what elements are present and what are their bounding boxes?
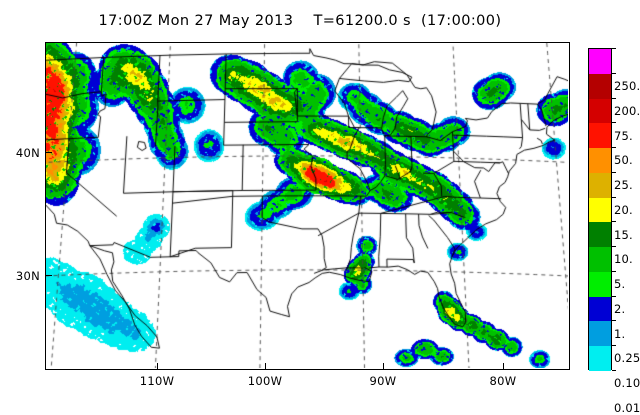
colorbar-tick-label: 0.10 — [614, 376, 640, 391]
colorbar-band — [589, 296, 611, 322]
colorbar-tick-label: 1. — [614, 326, 626, 341]
colorbar-band — [589, 346, 611, 371]
latitude-tick — [45, 152, 52, 154]
colorbar-tick — [612, 370, 616, 371]
colorbar-band — [589, 73, 611, 99]
colorbar-band — [589, 271, 611, 297]
longitude-tick — [383, 363, 385, 370]
longitude-tick — [265, 363, 267, 370]
colorbar-tick-label: 10. — [614, 252, 633, 267]
colorbar-tick-label: 75. — [614, 128, 633, 143]
colorbar-band — [589, 172, 611, 198]
colorbar-tick — [612, 72, 616, 74]
longitude-label: 90W — [369, 374, 397, 388]
longitude-tick — [503, 363, 505, 370]
colorbar-tick-label: 20. — [614, 202, 633, 217]
colorbar-tick — [612, 345, 616, 347]
colorbar-tick-label: 50. — [614, 153, 633, 168]
colorbar-tick — [612, 221, 616, 223]
colorbar — [588, 48, 612, 371]
longitude-tick — [157, 363, 159, 370]
colorbar-tick-label: 15. — [614, 227, 633, 242]
colorbar-band — [589, 123, 611, 149]
precipitation-raster — [46, 43, 568, 368]
colorbar-tick — [612, 171, 616, 173]
latitude-tick — [45, 275, 52, 277]
colorbar-band — [589, 148, 611, 173]
colorbar-tick — [612, 270, 616, 272]
longitude-label: 110W — [139, 374, 175, 388]
figure-title: 17:00Z Mon 27 May 2013 T=61200.0 s (17:0… — [98, 13, 502, 29]
colorbar-band — [589, 321, 611, 347]
colorbar-tick-label: 2. — [614, 301, 626, 316]
colorbar-tick-labels: 250. 200. 75. 50. 25. 20. 15. 10. 5. 2. 1. 0.25 0.10… — [614, 40, 640, 413]
colorbar-band — [589, 222, 611, 248]
colorbar-tick — [612, 97, 616, 99]
colorbar-tick — [612, 295, 616, 297]
colorbar-tick — [612, 246, 616, 248]
map-plot-area — [45, 42, 570, 370]
longitude-label: 100W — [247, 374, 283, 388]
latitude-label: 40N — [15, 146, 40, 160]
colorbar-tick-label: 25. — [614, 178, 633, 193]
colorbar-tick-label: 250. — [614, 79, 640, 93]
colorbar-tick — [612, 147, 616, 149]
colorbar-band — [589, 98, 611, 124]
longitude-label: 80W — [489, 374, 517, 388]
colorbar-tick-label: 200. — [614, 103, 640, 118]
precipitation-map-figure: 17:00Z Mon 27 May 2013 T=61200.0 s (17:0… — [15, 13, 640, 414]
colorbar-tick — [612, 196, 616, 198]
latitude-label: 30N — [15, 269, 40, 283]
colorbar-tick-label: 0.01 — [614, 401, 640, 415]
colorbar-tick-label: 0.25 — [614, 351, 640, 366]
colorbar-band — [589, 197, 611, 223]
colorbar-tick — [612, 48, 616, 49]
colorbar-tick-label: 5. — [614, 277, 626, 292]
colorbar-band — [589, 247, 611, 272]
colorbar-tick — [612, 320, 616, 322]
colorbar-tick — [612, 122, 616, 124]
colorbar-band — [589, 49, 611, 74]
